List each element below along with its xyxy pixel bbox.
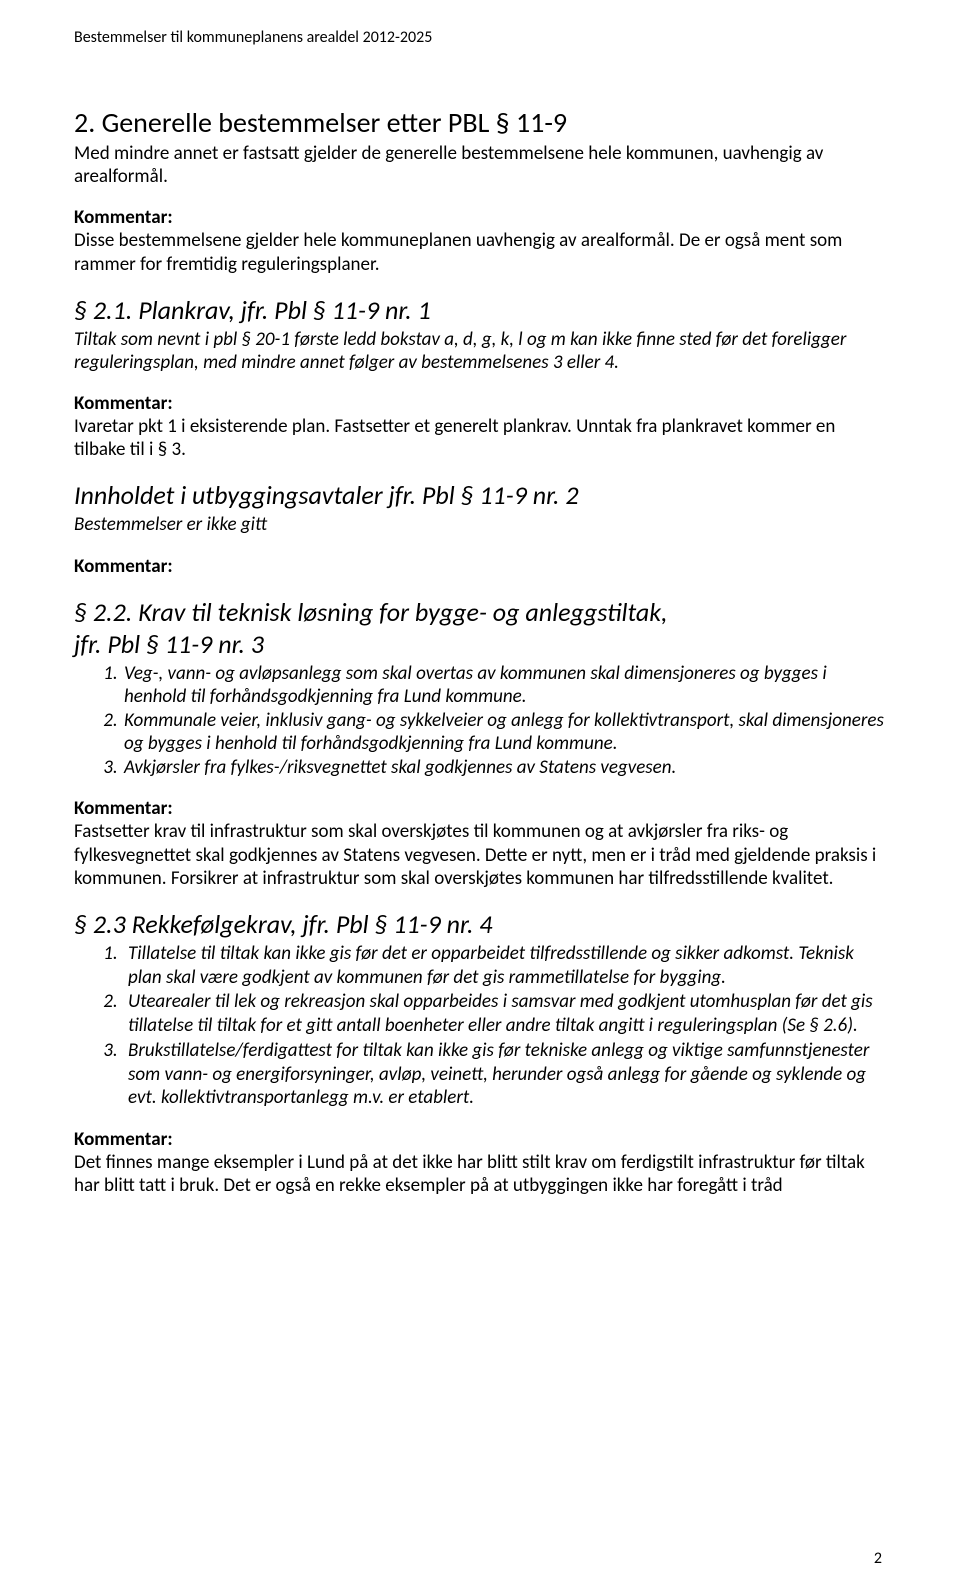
section-2-3-list: Tillatelse til tiltak kan ikke gis før d… — [74, 942, 886, 1110]
list-item: Utearealer til lek og rekreasjon skal op… — [122, 990, 886, 1038]
section-2-comment: Disse bestemmelsene gjelder hele kommune… — [74, 229, 886, 275]
innhold-body: Bestemmelser er ikke gitt — [74, 513, 886, 536]
section-2-2-title-line1: § 2.2. Krav til teknisk løsning for bygg… — [74, 596, 886, 628]
comment-label: Kommentar: — [74, 392, 886, 415]
section-2-1-comment: Ivaretar pkt 1 i eksisterende plan. Fast… — [74, 415, 886, 461]
section-2-2-title-line2: jfr. Pbl § 11-9 nr. 3 — [74, 628, 886, 660]
list-item: Kommunale veier, inklusiv gang- og sykke… — [122, 709, 886, 755]
section-2-1-title: § 2.1. Plankrav, jfr. Pbl § 11-9 nr. 1 — [74, 294, 886, 326]
comment-label: Kommentar: — [74, 797, 886, 820]
running-header: Bestemmelser til kommuneplanens arealdel… — [74, 28, 886, 47]
section-2-2-comment: Fastsetter krav til infrastruktur som sk… — [74, 820, 886, 890]
list-item: Avkjørsler fra fylkes-/riksvegnettet ska… — [122, 756, 886, 779]
section-2-title: 2. Generelle bestemmelser etter PBL § 11… — [74, 105, 886, 140]
section-2-3-comment: Det finnes mange eksempler i Lund på at … — [74, 1151, 886, 1197]
comment-label: Kommentar: — [74, 555, 886, 578]
section-2-intro: Med mindre annet er fastsatt gjelder de … — [74, 142, 886, 188]
innhold-title: Innholdet i utbyggingsavtaler jfr. Pbl §… — [74, 479, 886, 511]
list-item: Brukstillatelse/ferdigattest for tiltak … — [122, 1039, 886, 1110]
page: Bestemmelser til kommuneplanens arealdel… — [0, 0, 960, 1592]
comment-label: Kommentar: — [74, 206, 886, 229]
section-2-1-body: Tiltak som nevnt i pbl § 20-1 første led… — [74, 328, 886, 374]
list-item: Veg-, vann- og avløpsanlegg som skal ove… — [122, 662, 886, 708]
page-number: 2 — [874, 1549, 882, 1568]
list-item: Tillatelse til tiltak kan ikke gis før d… — [122, 942, 886, 990]
comment-label: Kommentar: — [74, 1128, 886, 1151]
section-2-3-title: § 2.3 Rekkefølgekrav, jfr. Pbl § 11-9 nr… — [74, 908, 886, 940]
section-2-2-list: Veg-, vann- og avløpsanlegg som skal ove… — [74, 662, 886, 780]
